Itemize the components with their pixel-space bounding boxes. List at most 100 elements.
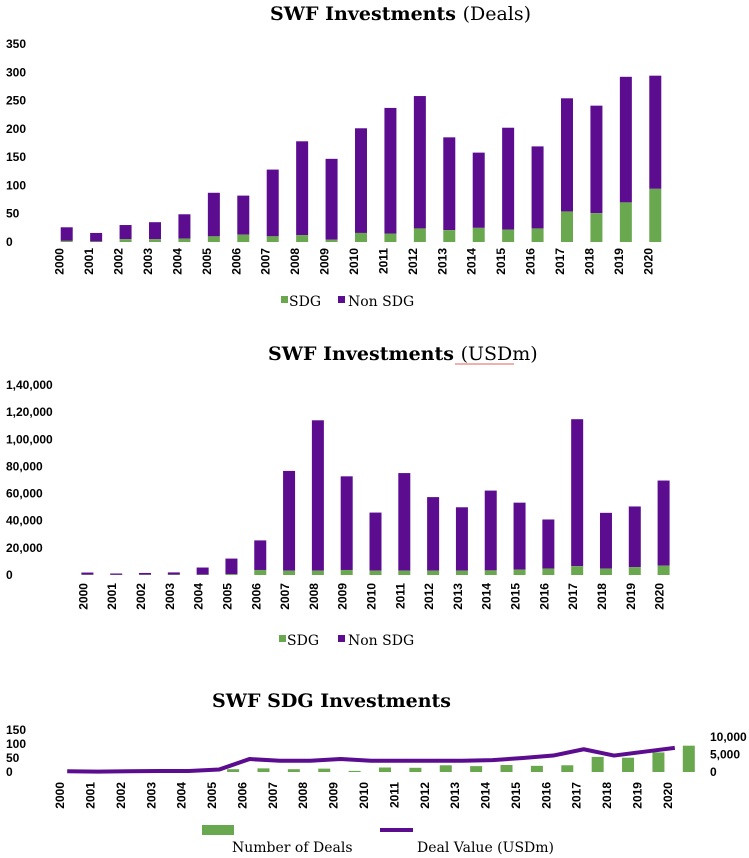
bar-sdg [571,566,584,575]
legend-swatch-non-sdg [338,635,345,642]
bar-sdg [225,574,238,575]
bar-deals [318,768,331,772]
x-tick-label: 2015 [509,583,523,610]
y-tick-label: 1,00,000 [6,432,53,446]
bar-sdg [398,570,411,575]
y-tick-label: 0 [6,568,13,582]
y-tick-label: 60,000 [6,487,43,501]
x-tick-label: 2013 [435,248,449,275]
bar-non-sdg [81,572,94,575]
bar-sdg [649,188,662,242]
bar-non-sdg [384,107,397,234]
x-tick-label: 2009 [336,583,350,610]
chart-title-unit: (USDm) [461,343,538,365]
x-tick-label: 2008 [288,248,302,275]
bar-non-sdg [561,98,573,212]
x-tick-label: 2004 [175,782,189,809]
bar-sdg [542,568,555,575]
x-tick-label: 2006 [249,583,263,610]
bar-deals [470,766,483,772]
x-tick-label: 2019 [612,248,626,275]
y-tick-label: 80,000 [6,459,43,473]
y-tick-label-left: 100 [6,737,26,751]
x-tick-label: 2015 [494,248,508,275]
bar-non-sdg [542,519,555,569]
x-tick-label: 2017 [566,583,580,610]
y-tick-label: 250 [6,94,26,108]
x-tick-label: 2004 [170,248,184,275]
bar-non-sdg [628,506,641,568]
x-tick-label: 2000 [76,583,90,610]
bar-deals [652,752,665,772]
y-tick-label-right: 10,000 [710,730,747,744]
x-tick-label: 2001 [84,782,98,809]
x-tick-label: 2012 [406,248,420,275]
bar-sdg [149,239,161,242]
x-tick-label: 2016 [524,248,538,275]
x-tick-label: 2009 [327,782,341,809]
x-tick-label: 2008 [296,782,310,809]
bar-non-sdg [427,497,440,571]
y-tick-label: 350 [6,37,26,51]
bar-deals [227,769,240,772]
x-tick-label: 2007 [259,248,273,275]
bar-non-sdg [502,127,515,230]
bar-non-sdg [325,158,338,240]
bar-deals [439,765,452,772]
bar-sdg [628,567,641,575]
x-tick-label: 2012 [422,583,436,610]
y-tick-label: 300 [6,65,26,79]
x-tick-label: 2018 [582,248,596,275]
chart-usdm: SWF Investments (USDm) 0 20,000 40,000 60,00… [6,343,670,649]
bar-sdg [561,211,573,242]
legend-label-non-sdg: Non SDG [348,633,414,649]
bar-sdg [340,569,353,575]
bar-sdg [90,241,103,242]
y-tick-label-left: 150 [6,723,26,737]
y-tick-label: 50 [6,207,20,221]
bar-non-sdg [254,540,267,570]
x-tick-label: 2020 [661,782,675,809]
x-tick-label: 2010 [357,782,371,809]
bar-non-sdg [283,470,296,571]
bar-non-sdg [619,76,632,203]
x-tick-label: 2009 [318,248,332,275]
legend-swatch-non-sdg [338,296,345,303]
bar-deals [409,767,422,772]
legend-label-sdg: SDG [289,294,321,310]
bar-non-sdg [513,502,526,570]
bar-sdg [207,236,220,242]
line-deal-value [67,745,676,774]
x-tick-label: 2002 [112,248,126,275]
bar-sdg [266,236,279,242]
x-tick-label: 2014 [465,248,479,275]
bar-deals [287,769,300,772]
bar-deals [348,770,361,772]
x-tick-label: 2017 [553,248,567,275]
x-tick-label: 2002 [114,782,128,809]
bar-non-sdg [196,567,209,575]
bar-sdg [237,234,250,242]
chart-title-bold: SWF Investments [268,343,461,365]
x-tick-label: 2017 [570,782,584,809]
legend-label-non-sdg: Non SDG [348,294,414,310]
bar-non-sdg [167,572,180,575]
bar-non-sdg [599,512,612,569]
legend-swatch-deals [202,825,234,835]
bar-sdg [443,230,456,242]
x-tick-label: 2010 [365,583,379,610]
x-tick-label: 2007 [266,782,280,809]
y-tick-label: 1,40,000 [6,378,53,392]
bar-non-sdg [207,192,220,237]
x-tick-label: 2016 [539,782,553,809]
chart-title-unit: (Deals) [463,3,531,25]
legend-swatch-sdg [281,296,288,303]
y-tick-label-right: 0 [710,765,717,779]
bar-non-sdg [340,476,353,570]
bar-sdg [60,240,73,242]
x-tick-label: 2005 [200,248,214,275]
x-tick-label: 2011 [376,248,390,274]
x-tick-label: 2012 [418,782,432,809]
x-tick-label: 2010 [347,248,361,275]
x-tick-label: 2000 [53,248,67,275]
